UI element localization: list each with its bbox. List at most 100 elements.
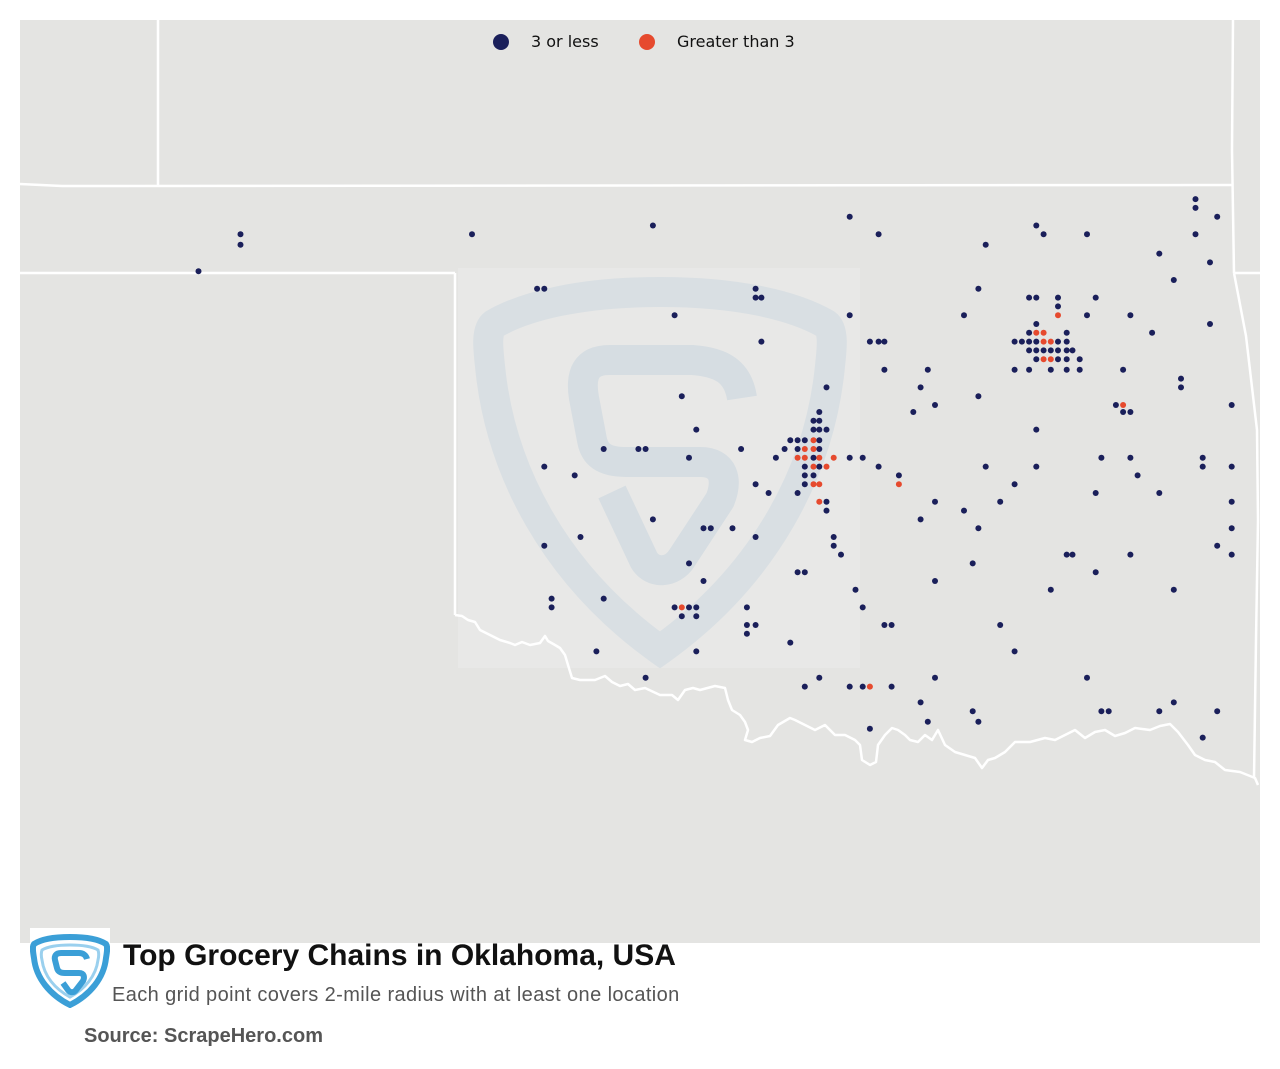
- grid-point-3-or-less: [548, 595, 555, 602]
- grid-point-3-or-less: [859, 683, 866, 690]
- grid-point-3-or-less: [600, 595, 607, 602]
- grid-point-3-or-less: [765, 490, 772, 496]
- watermark-icon: [458, 268, 860, 669]
- grid-point-3-or-less: [1192, 231, 1199, 238]
- grid-point-greater-than-3: [810, 446, 817, 452]
- grid-point-3-or-less: [1026, 347, 1033, 354]
- grid-point-3-or-less: [816, 446, 823, 452]
- grid-point-3-or-less: [577, 534, 584, 540]
- grid-point-3-or-less: [846, 454, 853, 461]
- grid-points: [195, 196, 1235, 741]
- grid-point-3-or-less: [1076, 366, 1083, 373]
- grid-point-3-or-less: [1033, 426, 1040, 433]
- grid-point-3-or-less: [1178, 375, 1184, 382]
- grid-point-3-or-less: [997, 498, 1004, 505]
- grid-point-3-or-less: [801, 683, 808, 690]
- grid-point-3-or-less: [846, 683, 853, 690]
- grid-point-3-or-less: [738, 446, 745, 452]
- grid-point-3-or-less: [975, 525, 982, 532]
- grid-point-3-or-less: [772, 454, 779, 461]
- kansas-missouri-border: [1230, 19, 1236, 274]
- grid-point-3-or-less: [997, 622, 1004, 628]
- grid-point-3-or-less: [823, 498, 830, 505]
- grid-point-greater-than-3: [816, 454, 823, 461]
- grid-point-3-or-less: [1092, 294, 1099, 301]
- grid-point-3-or-less: [1063, 347, 1070, 354]
- grid-point-3-or-less: [671, 312, 678, 319]
- grid-point-3-or-less: [752, 481, 759, 488]
- legend-label-3-or-less: 3 or less: [531, 32, 599, 51]
- grid-point-3-or-less: [707, 525, 714, 532]
- grid-point-3-or-less: [875, 463, 882, 470]
- grid-point-3-or-less: [917, 699, 924, 706]
- grid-point-3-or-less: [1033, 321, 1040, 327]
- grid-point-3-or-less: [1026, 294, 1033, 301]
- grid-point-3-or-less: [571, 472, 578, 479]
- grid-point-greater-than-3: [1055, 312, 1061, 319]
- legend-marker-greater-than-3: [639, 34, 655, 50]
- grid-point-3-or-less: [1063, 366, 1070, 373]
- grid-point-3-or-less: [810, 426, 817, 433]
- grid-point-greater-than-3: [1040, 338, 1047, 345]
- grid-point-3-or-less: [1092, 569, 1099, 576]
- grid-point-3-or-less: [743, 622, 750, 628]
- grid-point-3-or-less: [671, 604, 678, 611]
- grid-point-3-or-less: [982, 241, 989, 248]
- grid-point-3-or-less: [810, 454, 817, 461]
- grid-point-greater-than-3: [816, 481, 823, 488]
- grid-point-3-or-less: [752, 622, 759, 628]
- grid-point-3-or-less: [1055, 347, 1061, 354]
- grid-point-greater-than-3: [801, 454, 808, 461]
- grid-point-3-or-less: [1178, 384, 1184, 391]
- grid-point-greater-than-3: [1033, 329, 1040, 336]
- grid-point-3-or-less: [752, 294, 759, 301]
- grid-point-3-or-less: [866, 338, 873, 345]
- grid-point-3-or-less: [1134, 472, 1141, 479]
- grid-point-3-or-less: [1033, 338, 1040, 345]
- grid-point-3-or-less: [1228, 463, 1235, 470]
- grid-point-3-or-less: [1156, 490, 1163, 496]
- grid-point-3-or-less: [1228, 402, 1235, 408]
- grid-point-3-or-less: [881, 622, 888, 628]
- grid-point-3-or-less: [1026, 329, 1033, 336]
- grid-point-3-or-less: [866, 725, 873, 732]
- grid-point-greater-than-3: [1040, 329, 1047, 336]
- grid-point-3-or-less: [846, 213, 853, 220]
- grid-point-3-or-less: [1127, 551, 1134, 558]
- grid-point-3-or-less: [816, 674, 823, 681]
- grid-point-3-or-less: [881, 366, 888, 373]
- grid-point-3-or-less: [1033, 222, 1040, 229]
- grid-point-3-or-less: [801, 481, 808, 488]
- grid-point-greater-than-3: [810, 481, 817, 488]
- grid-point-3-or-less: [801, 463, 808, 470]
- grid-point-3-or-less: [642, 446, 649, 452]
- grid-point-3-or-less: [700, 525, 707, 532]
- grid-point-3-or-less: [237, 241, 244, 248]
- grid-point-3-or-less: [1047, 586, 1054, 593]
- grid-point-3-or-less: [1033, 463, 1040, 470]
- grid-point-3-or-less: [810, 417, 817, 424]
- grid-point-3-or-less: [823, 426, 830, 433]
- grid-point-3-or-less: [859, 454, 866, 461]
- grid-point-3-or-less: [816, 409, 823, 415]
- grid-point-3-or-less: [758, 338, 765, 345]
- grid-point-3-or-less: [823, 507, 830, 514]
- grid-point-3-or-less: [895, 472, 902, 479]
- grid-point-greater-than-3: [678, 604, 685, 611]
- grid-point-3-or-less: [1127, 312, 1134, 319]
- source-credit: Source: ScrapeHero.com: [84, 1025, 323, 1047]
- grid-point-greater-than-3: [895, 481, 902, 488]
- grid-point-3-or-less: [548, 604, 555, 611]
- grid-point-3-or-less: [686, 604, 692, 611]
- grid-point-3-or-less: [1192, 196, 1199, 203]
- grid-point-3-or-less: [1120, 409, 1127, 415]
- grid-point-3-or-less: [852, 586, 859, 593]
- grid-point-3-or-less: [801, 569, 808, 576]
- grid-point-3-or-less: [1055, 338, 1061, 345]
- grid-point-3-or-less: [787, 639, 794, 646]
- grid-point-3-or-less: [1199, 454, 1206, 461]
- grid-point-3-or-less: [975, 285, 982, 292]
- grid-point-3-or-less: [1055, 303, 1061, 310]
- grid-point-3-or-less: [195, 268, 202, 275]
